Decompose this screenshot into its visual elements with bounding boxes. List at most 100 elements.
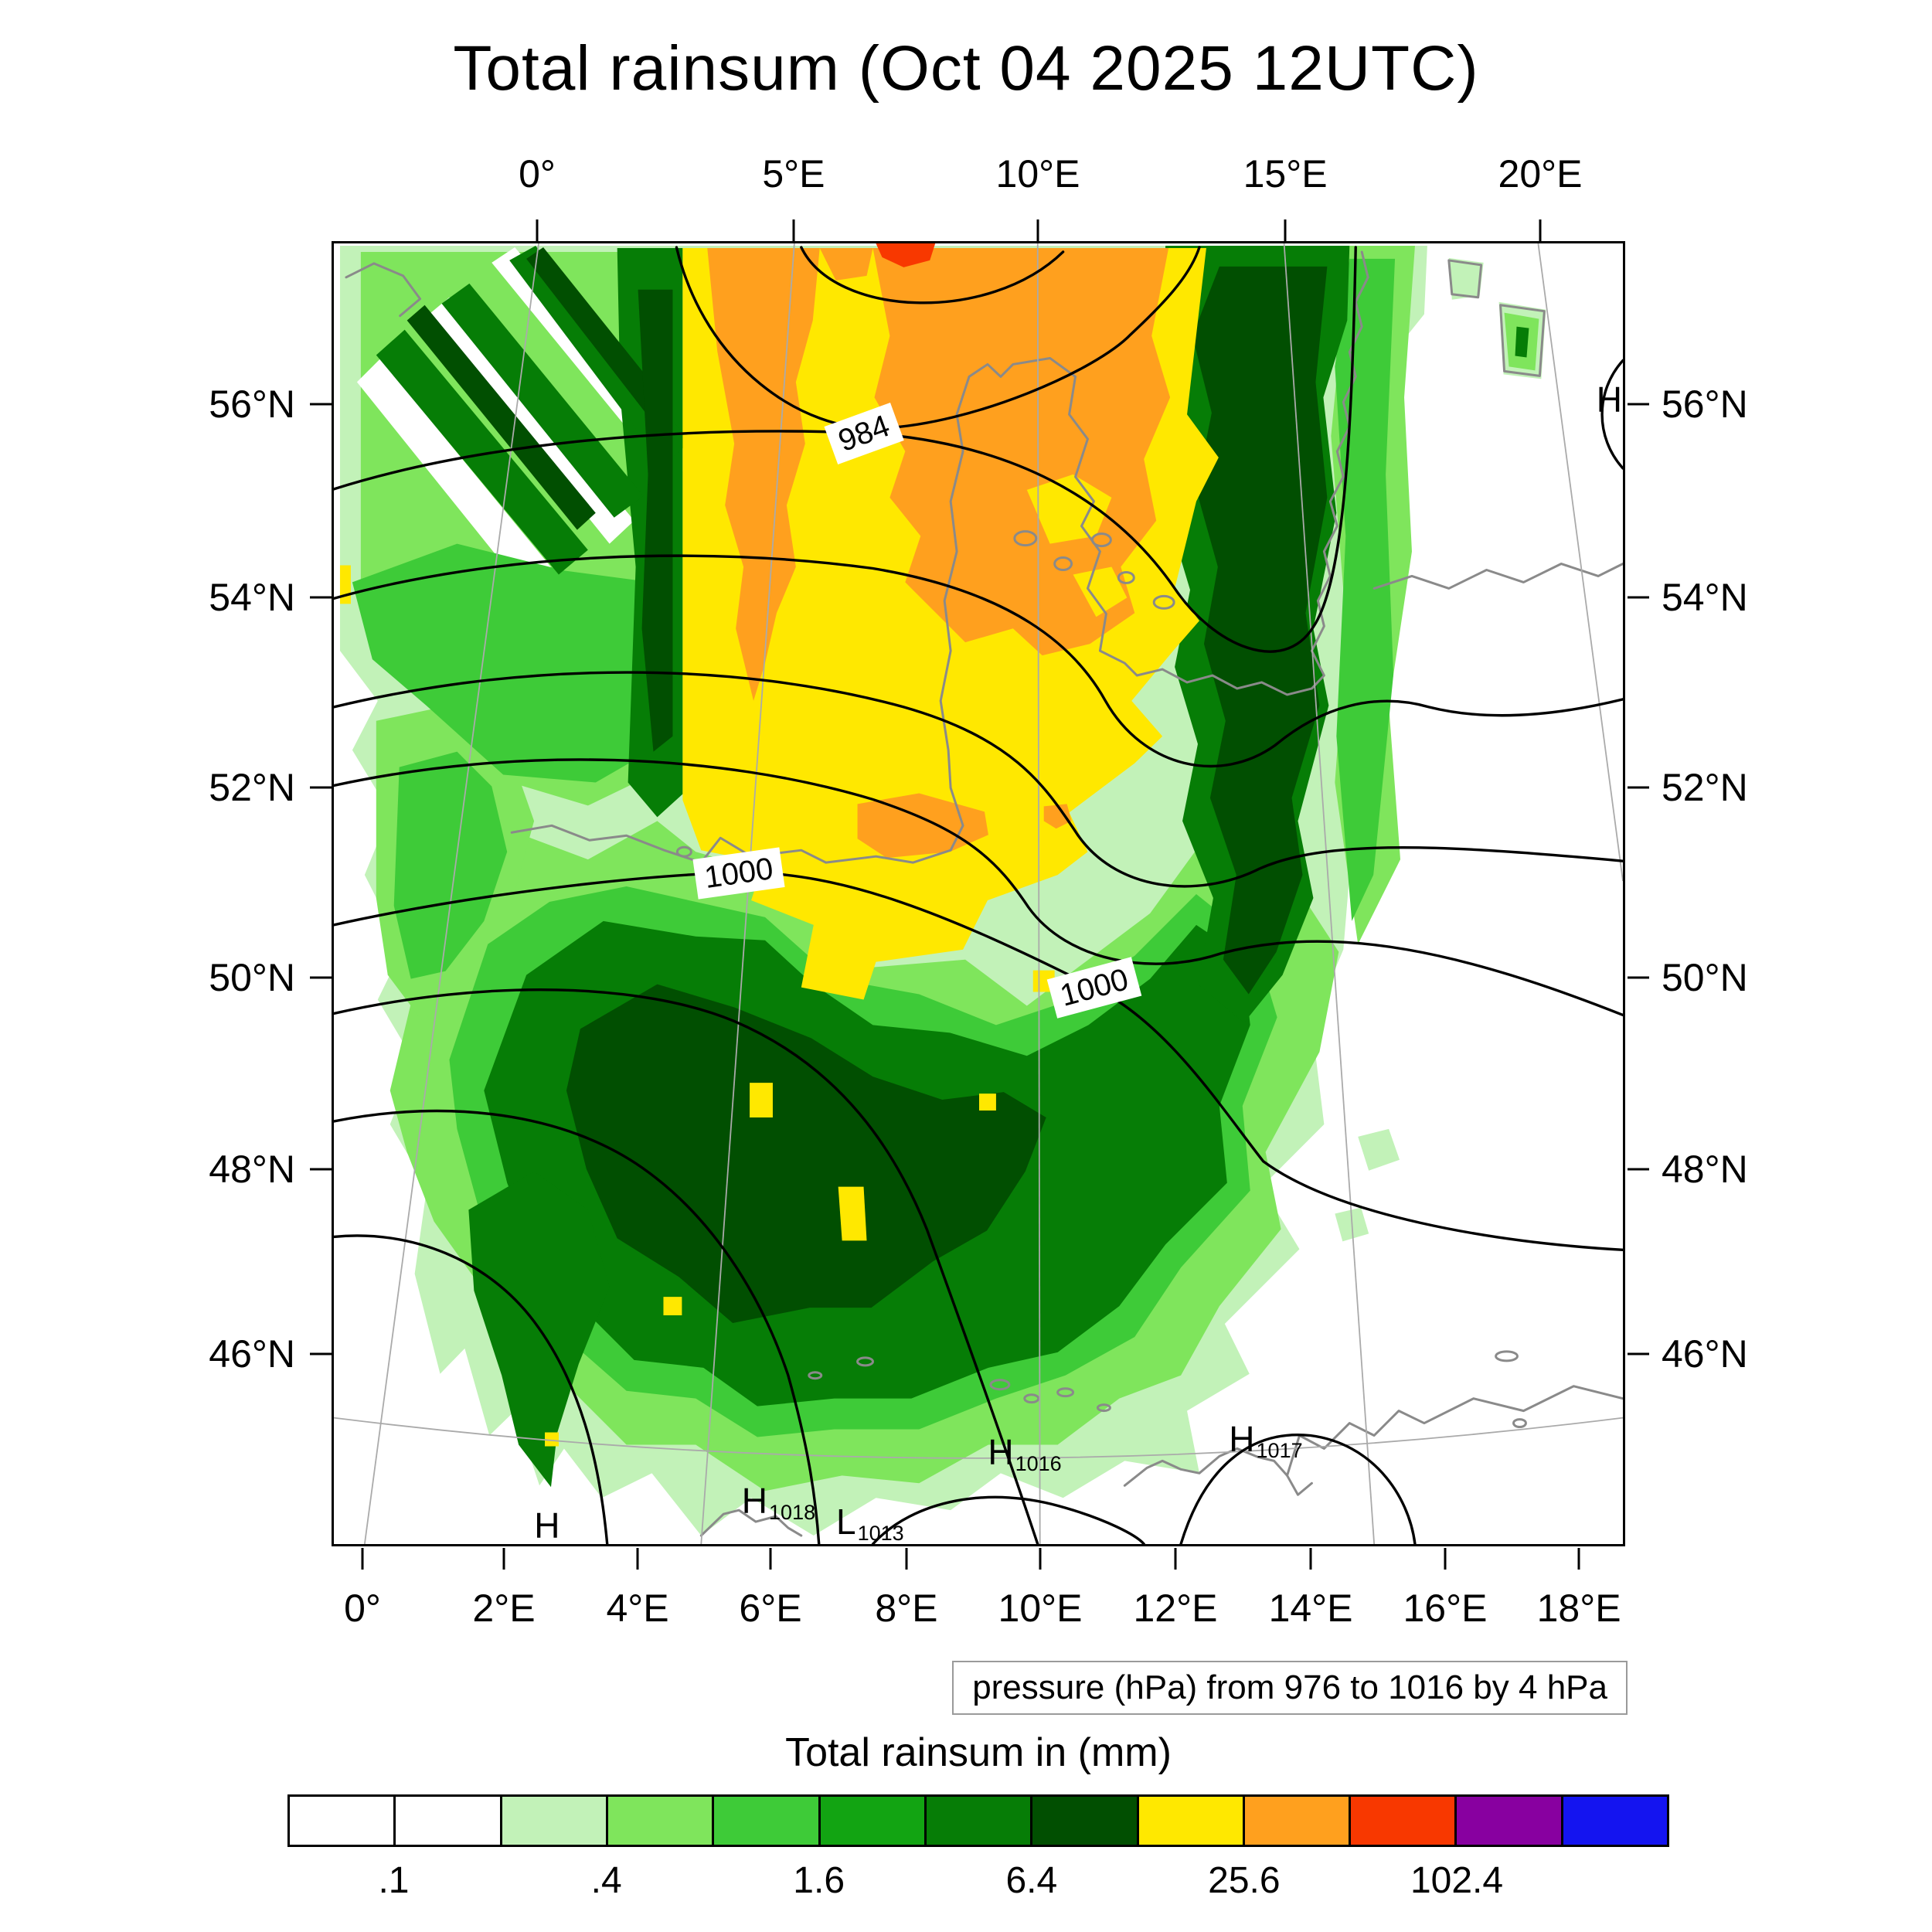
- tick-mark-top: [1036, 219, 1039, 241]
- axis-label-right: 48°N: [1662, 1148, 1748, 1192]
- ticks-top: [332, 219, 1625, 241]
- colorbar: [287, 1794, 1669, 1847]
- axis-label-bottom: 14°E: [1268, 1587, 1353, 1630]
- axis-label-left: 48°N: [209, 1148, 295, 1192]
- tick-mark-top: [1284, 219, 1287, 241]
- pressure-value: 1013: [857, 1522, 904, 1546]
- pressure-value: 1017: [1256, 1438, 1303, 1462]
- axis-label-bottom: 6°E: [739, 1587, 802, 1630]
- colorbar-cell-4: [712, 1797, 818, 1845]
- colorbar-tick-label: .1: [378, 1860, 410, 1901]
- rain-layer-red: [876, 243, 936, 267]
- colorbar-cell-2: [499, 1797, 606, 1845]
- rain-layer-verydark: [406, 247, 1328, 1324]
- isobar-label: 1000: [692, 846, 785, 900]
- colorbar-cell-8: [1136, 1797, 1243, 1845]
- pressure-letter: H: [988, 1431, 1014, 1472]
- axis-label-bottom: 0°: [344, 1587, 381, 1630]
- tick-mark-right: [1628, 403, 1649, 406]
- page-title: Total rainsum (Oct 04 2025 12UTC): [453, 33, 1479, 104]
- colorbar-tick-label: 6.4: [1005, 1860, 1058, 1901]
- axis-label-right: 52°N: [1662, 766, 1748, 809]
- tick-mark-left: [310, 786, 332, 789]
- axis-label-left: 54°N: [209, 575, 295, 619]
- axis-right-latitude: 56°N 54°N 52°N 50°N 48°N 46°N: [1662, 241, 1866, 1546]
- tick-mark-right: [1628, 786, 1649, 789]
- tick-mark-top: [536, 219, 539, 241]
- map-overlays: 984 1000 1000 H1016 H1017 H1018 L1013 H H: [334, 243, 1623, 1544]
- colorbar-tick-label: 25.6: [1208, 1860, 1281, 1901]
- tick-mark-bottom: [502, 1548, 505, 1570]
- tick-mark-left: [310, 1168, 332, 1171]
- pressure-value: 1016: [1015, 1451, 1062, 1475]
- tick-mark-left: [310, 596, 332, 599]
- ticks-left: [310, 241, 332, 1546]
- axis-label-left: 46°N: [209, 1332, 295, 1376]
- tick-mark-top: [792, 219, 795, 241]
- pressure-letter: H: [741, 1481, 768, 1522]
- colorbar-cell-7: [1030, 1797, 1137, 1845]
- colorbar-cell-6: [923, 1797, 1031, 1845]
- axis-label-left: 56°N: [209, 382, 295, 426]
- colorbar-tick-label: 102.4: [1410, 1860, 1504, 1901]
- axis-label-bottom: 18°E: [1536, 1587, 1621, 1630]
- tick-mark-left: [310, 976, 332, 979]
- colorbar-cell-9: [1242, 1797, 1349, 1845]
- isobar-label: 984: [824, 402, 904, 464]
- axis-label-right: 54°N: [1662, 575, 1748, 619]
- axis-label-right: 50°N: [1662, 955, 1748, 999]
- axis-label-bottom: 12°E: [1133, 1587, 1218, 1630]
- axis-label-bottom: 2°E: [472, 1587, 536, 1630]
- axis-left-latitude: 56°N 54°N 52°N 50°N 48°N 46°N: [91, 241, 295, 1546]
- colorbar-cell-5: [818, 1797, 924, 1845]
- ticks-right: [1628, 241, 1649, 1546]
- pressure-center-h-1016: H1016: [988, 1431, 1062, 1475]
- axis-label-bottom: 4°E: [606, 1587, 669, 1630]
- axis-label-right: 46°N: [1662, 1332, 1748, 1376]
- graticule: [334, 243, 1623, 1544]
- colorbar-cell-11: [1454, 1797, 1561, 1845]
- axis-label-top: 20°E: [1498, 152, 1583, 196]
- pressure-letter: H: [1596, 379, 1622, 420]
- pressure-letter: L: [836, 1502, 856, 1543]
- tick-mark-bottom: [1577, 1548, 1580, 1570]
- tick-mark-right: [1628, 1352, 1649, 1355]
- axis-label-bottom: 8°E: [875, 1587, 938, 1630]
- axis-bottom-longitude: 0° 2°E 4°E 6°E 8°E 10°E 12°E 14°E 16°E 18°E: [332, 1586, 1625, 1634]
- axis-label-top: 0°: [519, 152, 556, 196]
- colorbar-cell-3: [605, 1797, 713, 1845]
- pressure-center-h-1018: H1018: [741, 1480, 816, 1525]
- colorbar-cell-10: [1349, 1797, 1455, 1845]
- ticks-bottom: [332, 1548, 1625, 1570]
- pressure-letter: H: [534, 1505, 560, 1546]
- tick-mark-bottom: [1174, 1548, 1177, 1570]
- tick-mark-bottom: [1039, 1548, 1042, 1570]
- colorbar-title: Total rainsum in (mm): [785, 1730, 1172, 1775]
- tick-mark-right: [1628, 596, 1649, 599]
- tick-mark-right: [1628, 976, 1649, 979]
- pressure-value: 1018: [769, 1501, 816, 1525]
- tick-mark-bottom: [1444, 1548, 1447, 1570]
- axis-label-bottom: 16°E: [1403, 1587, 1488, 1630]
- tick-mark-bottom: [769, 1548, 772, 1570]
- coastlines: [345, 250, 1623, 1537]
- tick-mark-bottom: [361, 1548, 364, 1570]
- colorbar-cell-1: [393, 1797, 500, 1845]
- colorbar-tick-label: .4: [590, 1860, 622, 1901]
- pressure-caption: pressure (hPa) from 976 to 1016 by 4 hPa: [952, 1661, 1628, 1715]
- colorbar-cell-0: [290, 1797, 394, 1845]
- axis-label-left: 52°N: [209, 766, 295, 809]
- axis-label-top: 10°E: [995, 152, 1080, 196]
- pressure-center-h-5: H: [1596, 379, 1623, 420]
- isobars: [334, 246, 1623, 1544]
- tick-mark-bottom: [636, 1548, 639, 1570]
- tick-mark-bottom: [1309, 1548, 1312, 1570]
- axis-label-bottom: 10°E: [998, 1587, 1083, 1630]
- tick-mark-left: [310, 403, 332, 406]
- pressure-letter: H: [1229, 1418, 1255, 1459]
- colorbar-tick-label: 1.6: [793, 1860, 845, 1901]
- pressure-center-l-1013: L1013: [836, 1501, 904, 1546]
- pressure-center-h-4: H: [534, 1505, 561, 1546]
- axis-label-top: 15°E: [1243, 152, 1328, 196]
